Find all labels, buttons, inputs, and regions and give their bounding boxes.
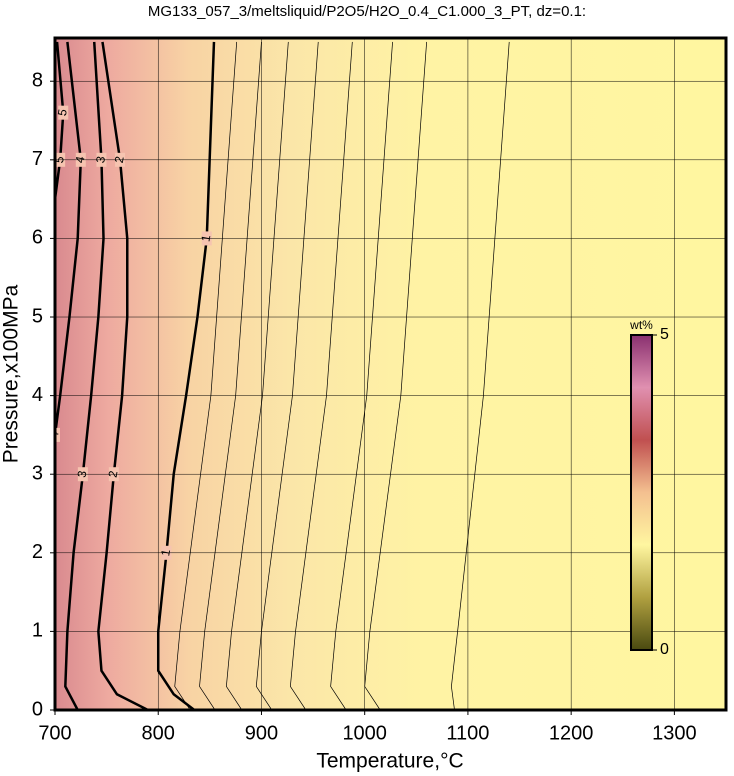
contour-label: 3 — [93, 155, 108, 164]
contour-label: 4 — [73, 155, 88, 164]
contour-label: 5 — [55, 108, 70, 117]
x-tick-label: 1200 — [549, 722, 594, 744]
x-tick-label: 700 — [38, 722, 71, 744]
y-tick-label: 7 — [32, 148, 43, 170]
contour-line — [55, 41, 65, 200]
y-tick-label: 0 — [32, 698, 43, 720]
contour-line — [64, 41, 105, 710]
plot-frame — [53, 36, 728, 712]
colorbar-label: wt% — [629, 318, 653, 332]
y-tick-label: 1 — [32, 620, 43, 642]
x-axis-label: Temperature,°C — [316, 750, 463, 773]
chart-title: MG133_057_3/meltsliquid/P2O5/H2O_0.4_C1.… — [148, 3, 586, 20]
contour-label-bg — [58, 105, 69, 120]
y-axis-label: Pressure,x100MPa — [0, 284, 23, 463]
colorbar — [630, 334, 653, 651]
plot-area — [55, 38, 726, 710]
y-tick-label: 3 — [32, 462, 43, 484]
y-tick-label: 5 — [32, 305, 43, 327]
colorbar-tick-label: 0 — [660, 641, 669, 658]
contour-label: 3 — [75, 469, 90, 478]
contour-line — [156, 41, 216, 710]
contour-label: 5 — [52, 155, 67, 164]
contour-label: 1 — [198, 233, 213, 242]
x-tick-label: 1100 — [446, 722, 489, 744]
contour-line — [55, 41, 83, 436]
y-tick-label: 4 — [32, 384, 43, 406]
contour-label: 1 — [158, 548, 173, 557]
x-tick-label: 1000 — [342, 722, 387, 744]
y-tick-label: 6 — [32, 227, 43, 249]
x-tick-label: 900 — [245, 722, 278, 744]
contour-label-bg — [55, 427, 60, 442]
colorbar-tick-label: 5 — [660, 326, 669, 343]
x-tick-label: 1300 — [652, 722, 697, 744]
contour-label: 4 — [47, 430, 62, 439]
x-tick-label: 800 — [142, 722, 175, 744]
y-tick-label: 8 — [32, 70, 43, 92]
contour-label: 2 — [106, 469, 121, 478]
contour-label: 2 — [112, 155, 127, 164]
y-tick-label: 2 — [32, 541, 43, 563]
